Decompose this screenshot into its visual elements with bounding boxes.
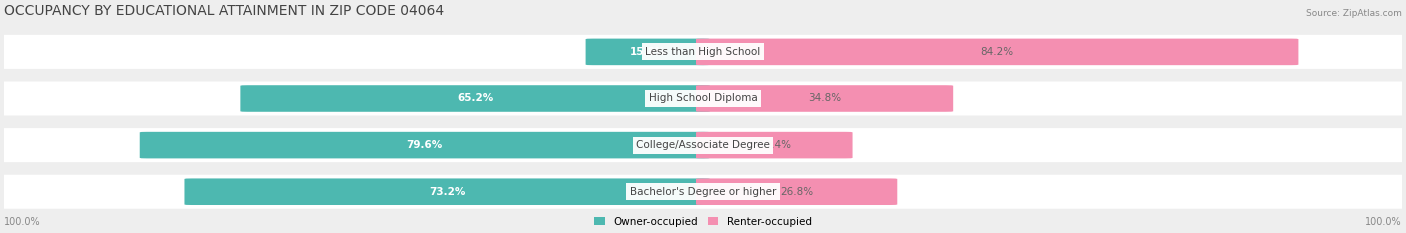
FancyBboxPatch shape — [696, 39, 1298, 65]
Text: 65.2%: 65.2% — [457, 93, 494, 103]
Text: High School Diploma: High School Diploma — [648, 93, 758, 103]
FancyBboxPatch shape — [0, 82, 1406, 116]
Text: OCCUPANCY BY EDUCATIONAL ATTAINMENT IN ZIP CODE 04064: OCCUPANCY BY EDUCATIONAL ATTAINMENT IN Z… — [4, 4, 444, 18]
Text: 34.8%: 34.8% — [808, 93, 841, 103]
FancyBboxPatch shape — [0, 128, 1406, 162]
Text: 26.8%: 26.8% — [780, 187, 813, 197]
Text: Bachelor's Degree or higher: Bachelor's Degree or higher — [630, 187, 776, 197]
FancyBboxPatch shape — [696, 85, 953, 112]
FancyBboxPatch shape — [696, 132, 852, 158]
FancyBboxPatch shape — [184, 178, 710, 205]
Text: 84.2%: 84.2% — [980, 47, 1014, 57]
FancyBboxPatch shape — [240, 85, 710, 112]
FancyBboxPatch shape — [0, 35, 1406, 69]
Text: Less than High School: Less than High School — [645, 47, 761, 57]
FancyBboxPatch shape — [139, 132, 710, 158]
FancyBboxPatch shape — [696, 178, 897, 205]
FancyBboxPatch shape — [0, 175, 1406, 209]
Text: 73.2%: 73.2% — [429, 187, 465, 197]
Text: Source: ZipAtlas.com: Source: ZipAtlas.com — [1306, 9, 1402, 18]
Text: 15.8%: 15.8% — [630, 47, 666, 57]
Text: 100.0%: 100.0% — [1365, 217, 1402, 227]
Text: 79.6%: 79.6% — [406, 140, 443, 150]
Text: College/Associate Degree: College/Associate Degree — [636, 140, 770, 150]
Text: 20.4%: 20.4% — [758, 140, 790, 150]
Legend: Owner-occupied, Renter-occupied: Owner-occupied, Renter-occupied — [591, 212, 815, 231]
Text: 100.0%: 100.0% — [4, 217, 41, 227]
FancyBboxPatch shape — [585, 39, 710, 65]
